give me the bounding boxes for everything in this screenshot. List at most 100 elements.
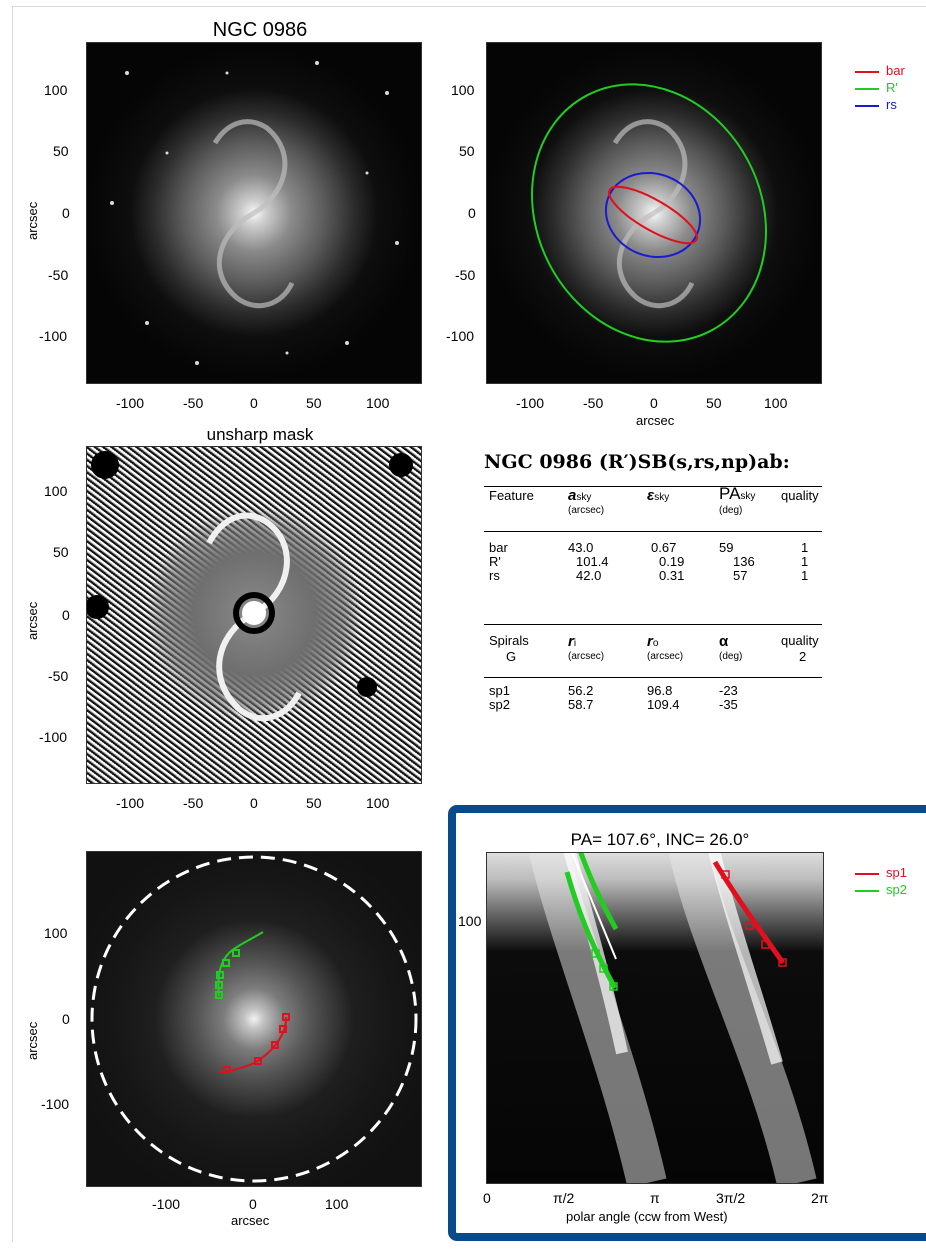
panel1-xtick: 0 — [250, 395, 258, 411]
panel1-ytick: 50 — [53, 143, 69, 159]
feature-header: Feature — [489, 488, 534, 503]
alpha-unit: (deg) — [719, 651, 742, 662]
panel2-xtick: -100 — [516, 395, 544, 411]
panel3-title: unsharp mask — [160, 425, 360, 445]
panel3-xtick: -50 — [183, 795, 203, 811]
pa-sky-unit: (deg) — [719, 505, 742, 516]
panel3-ytick: 0 — [62, 607, 70, 623]
legend-label-bar: bar — [886, 63, 905, 78]
ri-subscript: i — [574, 638, 576, 649]
legend-line-sp2 — [855, 890, 879, 892]
feature-a: 101.4 — [576, 554, 609, 569]
panel3-xtick: 50 — [306, 795, 322, 811]
panel4-xtick: 100 — [325, 1196, 348, 1212]
legend-line-sp1 — [855, 873, 879, 875]
pa-sky-subscript: sky — [740, 491, 755, 502]
legend-label-rprime: R' — [886, 80, 898, 95]
quality-header: quality — [781, 488, 819, 503]
panel4-xtick: 0 — [249, 1196, 257, 1212]
ellipse-overlays — [487, 43, 821, 383]
spirals-quality-value: 2 — [799, 649, 806, 664]
unsharp-arms — [87, 447, 421, 783]
feature-quality: 1 — [801, 554, 808, 569]
panel4-ytick: 100 — [44, 925, 67, 941]
a-sky-unit: (arcsec) — [568, 505, 604, 516]
panel2-ytick: 50 — [459, 143, 475, 159]
panel5-xtick: 2π — [811, 1190, 828, 1206]
ro-unit: (arcsec) — [647, 651, 683, 662]
panel5-xtick: 0 — [483, 1190, 491, 1206]
panel4-ytick: -100 — [41, 1096, 69, 1112]
eps-sky-header: εsky — [647, 487, 669, 504]
table-rule-mid — [484, 531, 822, 532]
galaxy-image-with-ellipses — [486, 42, 822, 384]
page-border-left — [12, 6, 13, 1242]
ri-unit: (arcsec) — [568, 651, 604, 662]
panel2-xlabel: arcsec — [636, 413, 674, 428]
feature-name: rs — [489, 568, 500, 583]
pa-sky-header: PAsky — [719, 484, 755, 504]
feature-a: 42.0 — [576, 568, 601, 583]
spirals-class: G — [506, 649, 516, 664]
panel1-ytick: -100 — [39, 328, 67, 344]
panel3-ytick: -100 — [39, 729, 67, 745]
panel2-xtick: 100 — [764, 395, 787, 411]
legend-line-rprime — [855, 88, 879, 90]
panel1-ylabel: arcsec — [25, 202, 40, 240]
panel4-xtick: -100 — [152, 1196, 180, 1212]
table-title: NGC 0986 (R′)SB(s,rs,np)ab: — [484, 451, 790, 473]
panel1-xtick: -100 — [116, 395, 144, 411]
panel5-title: PA= 107.6°, INC= 26.0° — [510, 830, 810, 850]
panel1-ytick: -50 — [48, 267, 68, 283]
spirals-rule-top — [484, 624, 822, 625]
feature-eps: 0.19 — [659, 554, 684, 569]
panel1-xtick: 100 — [366, 395, 389, 411]
ro-subscript: o — [653, 638, 659, 649]
feature-name: bar — [489, 540, 508, 555]
panel5-xlabel: polar angle (ccw from West) — [566, 1209, 728, 1224]
panel5-xtick: π — [650, 1190, 660, 1206]
galaxy-image — [86, 42, 422, 384]
legend-label-sp2: sp2 — [886, 882, 907, 897]
legend-line-bar — [855, 71, 879, 73]
a-sky-subscript: sky — [576, 492, 591, 503]
panel3-ytick: 50 — [53, 544, 69, 560]
panel2-xtick: 0 — [650, 395, 658, 411]
feature-a: 43.0 — [568, 540, 593, 555]
panel1-xtick: 50 — [306, 395, 322, 411]
panel2-ytick: -50 — [455, 267, 475, 283]
feature-name: R' — [489, 554, 501, 569]
feature-pa: 59 — [719, 540, 733, 555]
ri-header: ri — [568, 633, 576, 650]
spiral-ro: 109.4 — [647, 697, 680, 712]
panel1-ytick: 0 — [62, 205, 70, 221]
panel3-ylabel: arcsec — [25, 602, 40, 640]
feature-eps: 0.67 — [651, 540, 676, 555]
spiral-ri: 58.7 — [568, 697, 593, 712]
panel3-xtick: -100 — [116, 795, 144, 811]
feature-pa: 57 — [733, 568, 747, 583]
legend-label-rs: rs — [886, 97, 897, 112]
spirals-header: Spirals — [489, 633, 529, 648]
ro-header: ro — [647, 633, 658, 650]
panel3-xtick: 0 — [250, 795, 258, 811]
page-border-top — [12, 6, 926, 7]
panel2-ytick: 100 — [451, 82, 474, 98]
unsharp-mask-image — [86, 446, 422, 784]
spiral-alpha: -35 — [719, 697, 738, 712]
legend-label-sp1: sp1 — [886, 865, 907, 880]
panel5-ytick: 100 — [458, 913, 481, 929]
spiral-ri: 56.2 — [568, 683, 593, 698]
panel3-xtick: 100 — [366, 795, 389, 811]
feature-pa: 136 — [733, 554, 755, 569]
legend-line-rs — [855, 105, 879, 107]
a-sky-header: asky — [568, 487, 591, 504]
feature-quality: 1 — [801, 540, 808, 555]
panel1-ytick: 100 — [44, 82, 67, 98]
spiral-name: sp1 — [489, 683, 510, 698]
polar-fit-lines — [486, 852, 822, 1182]
dashed-circle — [92, 857, 416, 1181]
panel2-ytick: 0 — [468, 205, 476, 221]
panel4-xlabel: arcsec — [231, 1213, 269, 1228]
feature-quality: 1 — [801, 568, 808, 583]
